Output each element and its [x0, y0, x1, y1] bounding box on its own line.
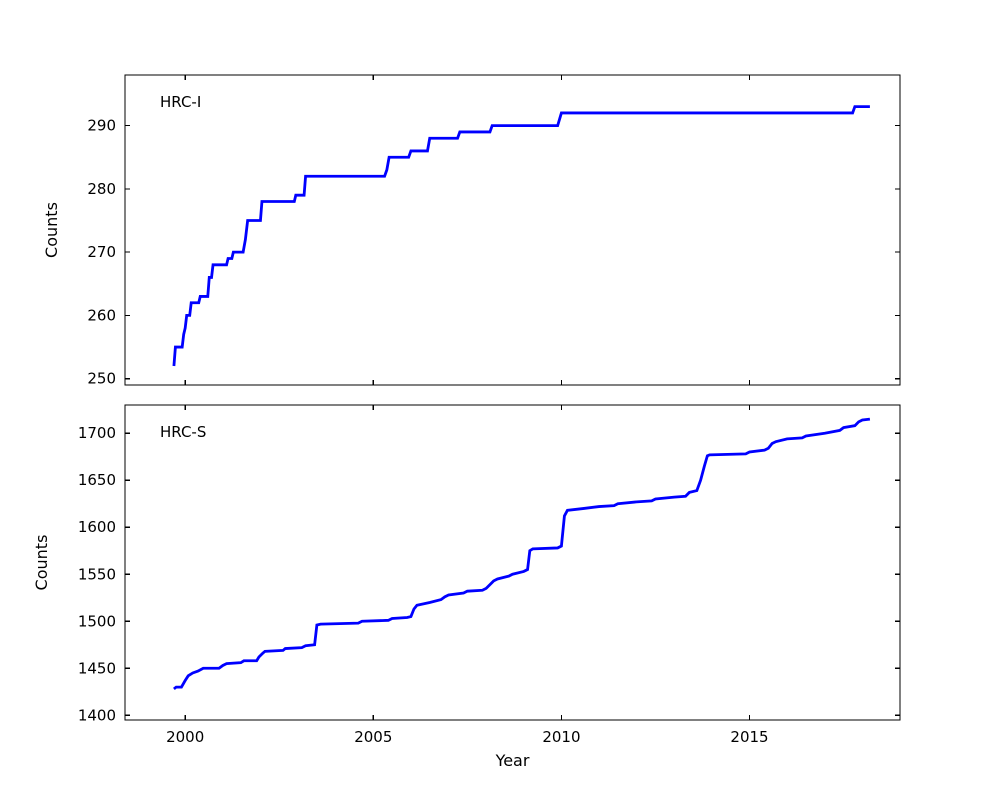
- y-tick-label: 250: [87, 370, 116, 388]
- panel-hrc-i: 250 260 270 280 290 HRC-I Counts: [42, 74, 901, 388]
- y-tick-label: 1650: [78, 471, 116, 489]
- x-tick-label: 2000: [166, 728, 204, 746]
- x-tick-label: 2005: [354, 728, 392, 746]
- y-axis-label-hrc-i: Counts: [42, 202, 61, 258]
- y-tick-label: 1400: [78, 706, 116, 724]
- y-tick-label: 1600: [78, 518, 116, 536]
- y-tick-label: 280: [87, 180, 116, 198]
- axes-frame-hrc-s: [124, 404, 901, 721]
- panel-annotation-hrc-i: HRC-I: [160, 93, 201, 111]
- y-tick-label: 1450: [78, 659, 116, 677]
- x-tick-label: 2015: [730, 728, 768, 746]
- y-tick-label: 270: [87, 243, 116, 261]
- y-tick-label: 1550: [78, 565, 116, 583]
- panel-hrc-s: 2000 2005 2010 2015 1400 1450 1500 1550 1600 1650…: [32, 404, 901, 770]
- y-tick-label: 1700: [78, 424, 116, 442]
- x-axis-label: Year: [495, 751, 530, 770]
- x-tick-label: 2010: [542, 728, 580, 746]
- y-tick-label: 1500: [78, 612, 116, 630]
- hrc-s-line: [173, 417, 871, 691]
- y-axis-label-hrc-s: Counts: [32, 535, 51, 591]
- y-tick-label: 290: [87, 117, 116, 135]
- y-tick-label: 260: [87, 306, 116, 324]
- panel-annotation-hrc-s: HRC-S: [160, 423, 206, 441]
- hrc-i-line: [172, 105, 870, 367]
- axes-frame-hrc-i: [124, 74, 901, 386]
